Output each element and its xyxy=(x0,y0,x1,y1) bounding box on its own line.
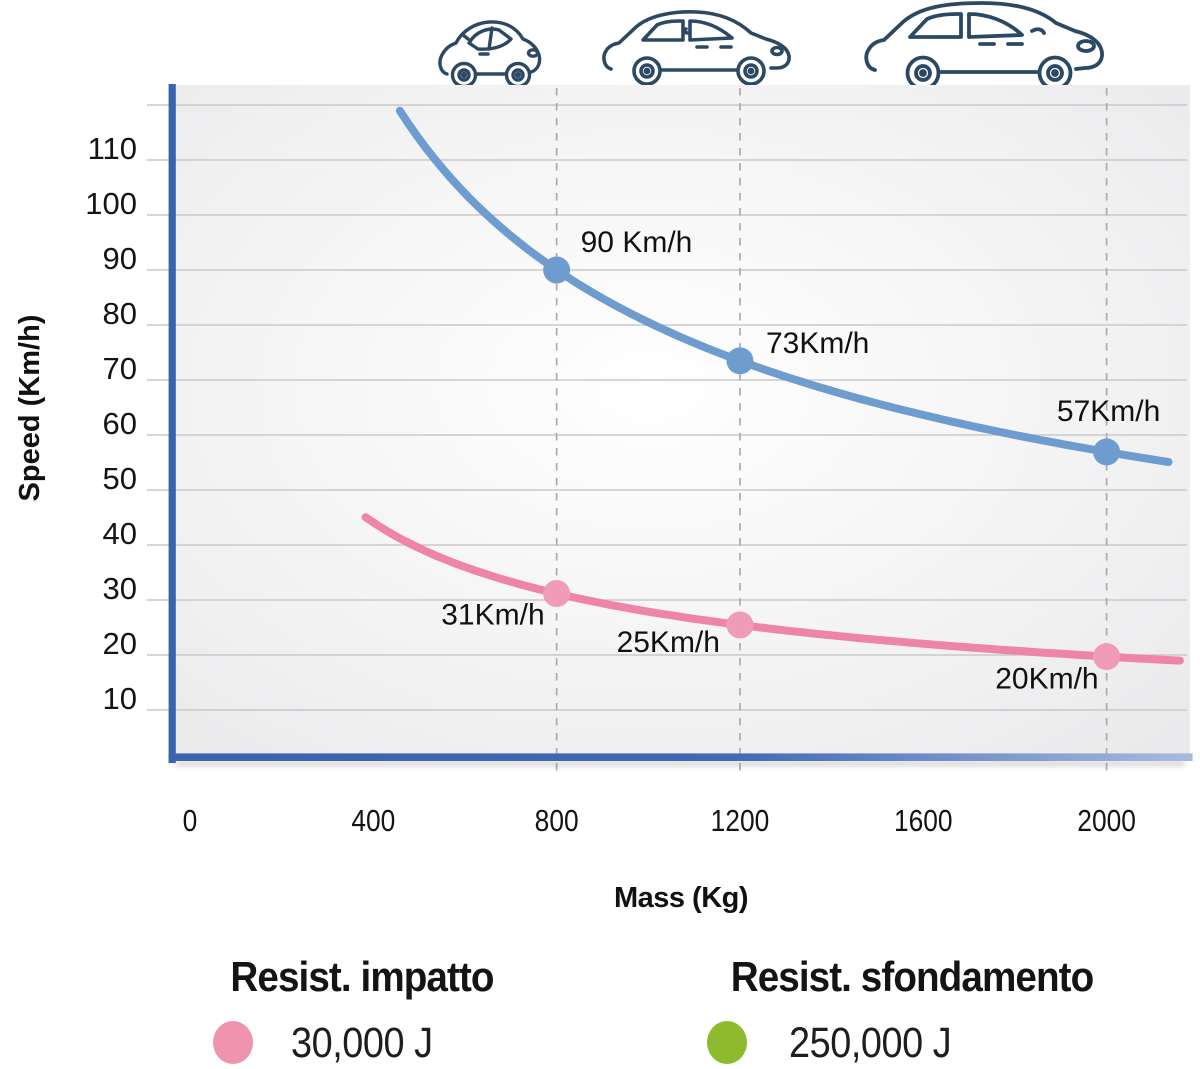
x-axis-title: Mass (Kg) xyxy=(613,882,749,914)
point-label: 20Km/h xyxy=(995,663,1098,696)
point-label: 25Km/h xyxy=(617,626,720,659)
y-tick-label: 40 xyxy=(103,516,137,551)
y-tick-label: 110 xyxy=(88,131,137,166)
y-tick-label: 20 xyxy=(103,626,137,661)
y-tick-label: 80 xyxy=(103,296,137,331)
x-tick-label: 0 xyxy=(183,804,198,838)
x-axis-line xyxy=(168,753,1193,761)
legend-title-sfondamento: Resist. sfondamento xyxy=(730,953,1094,1000)
suv-car-icon xyxy=(862,0,1112,96)
speed-vs-mass-chart: 90 Km/h 73Km/h 57Km/h 31Km/h 25Km/h 20Km/h 0 40… xyxy=(85,84,1193,839)
point-label: 90 Km/h xyxy=(581,226,693,259)
x-tick-label: 800 xyxy=(535,804,579,838)
data-point xyxy=(543,580,571,608)
point-label: 31Km/h xyxy=(441,599,544,632)
x-tick-label: 1600 xyxy=(894,804,953,838)
legend-dot-impatto xyxy=(213,1021,253,1064)
legend-title-impatto: Resist. impatto xyxy=(230,953,494,1000)
legend-value-sfondamento: 250,000 J xyxy=(789,1019,952,1067)
x-tick-label: 400 xyxy=(351,804,395,838)
y-tick-label: 10 xyxy=(103,681,137,716)
plot-background xyxy=(172,85,1190,757)
y-tick-label: 70 xyxy=(103,351,137,386)
point-label: 57Km/h xyxy=(1057,395,1160,428)
y-tick-label: 60 xyxy=(103,406,137,441)
y-tick-label: 100 xyxy=(85,186,137,221)
hatchback-car-icon xyxy=(600,6,796,90)
y-tick-label: 30 xyxy=(103,571,137,606)
curve-1 xyxy=(361,513,1184,665)
x-tick-label: 2000 xyxy=(1077,804,1136,838)
legend-value-impatto: 30,000 J xyxy=(291,1019,433,1067)
data-point xyxy=(1093,643,1121,671)
data-point xyxy=(726,347,754,375)
axis-shadow xyxy=(175,761,1185,766)
data-point xyxy=(543,256,571,284)
y-axis-title: Speed (Km/h) xyxy=(14,314,46,502)
curve-0 xyxy=(395,106,1173,466)
data-point xyxy=(1093,438,1121,466)
y-axis-line xyxy=(168,84,176,763)
legend-dot-sfondamento xyxy=(707,1021,747,1064)
data-point xyxy=(726,611,754,639)
x-tick-label: 1200 xyxy=(711,804,770,838)
point-label: 73Km/h xyxy=(766,327,869,360)
y-tick-label: 90 xyxy=(103,241,137,276)
y-tick-label: 50 xyxy=(103,461,137,496)
